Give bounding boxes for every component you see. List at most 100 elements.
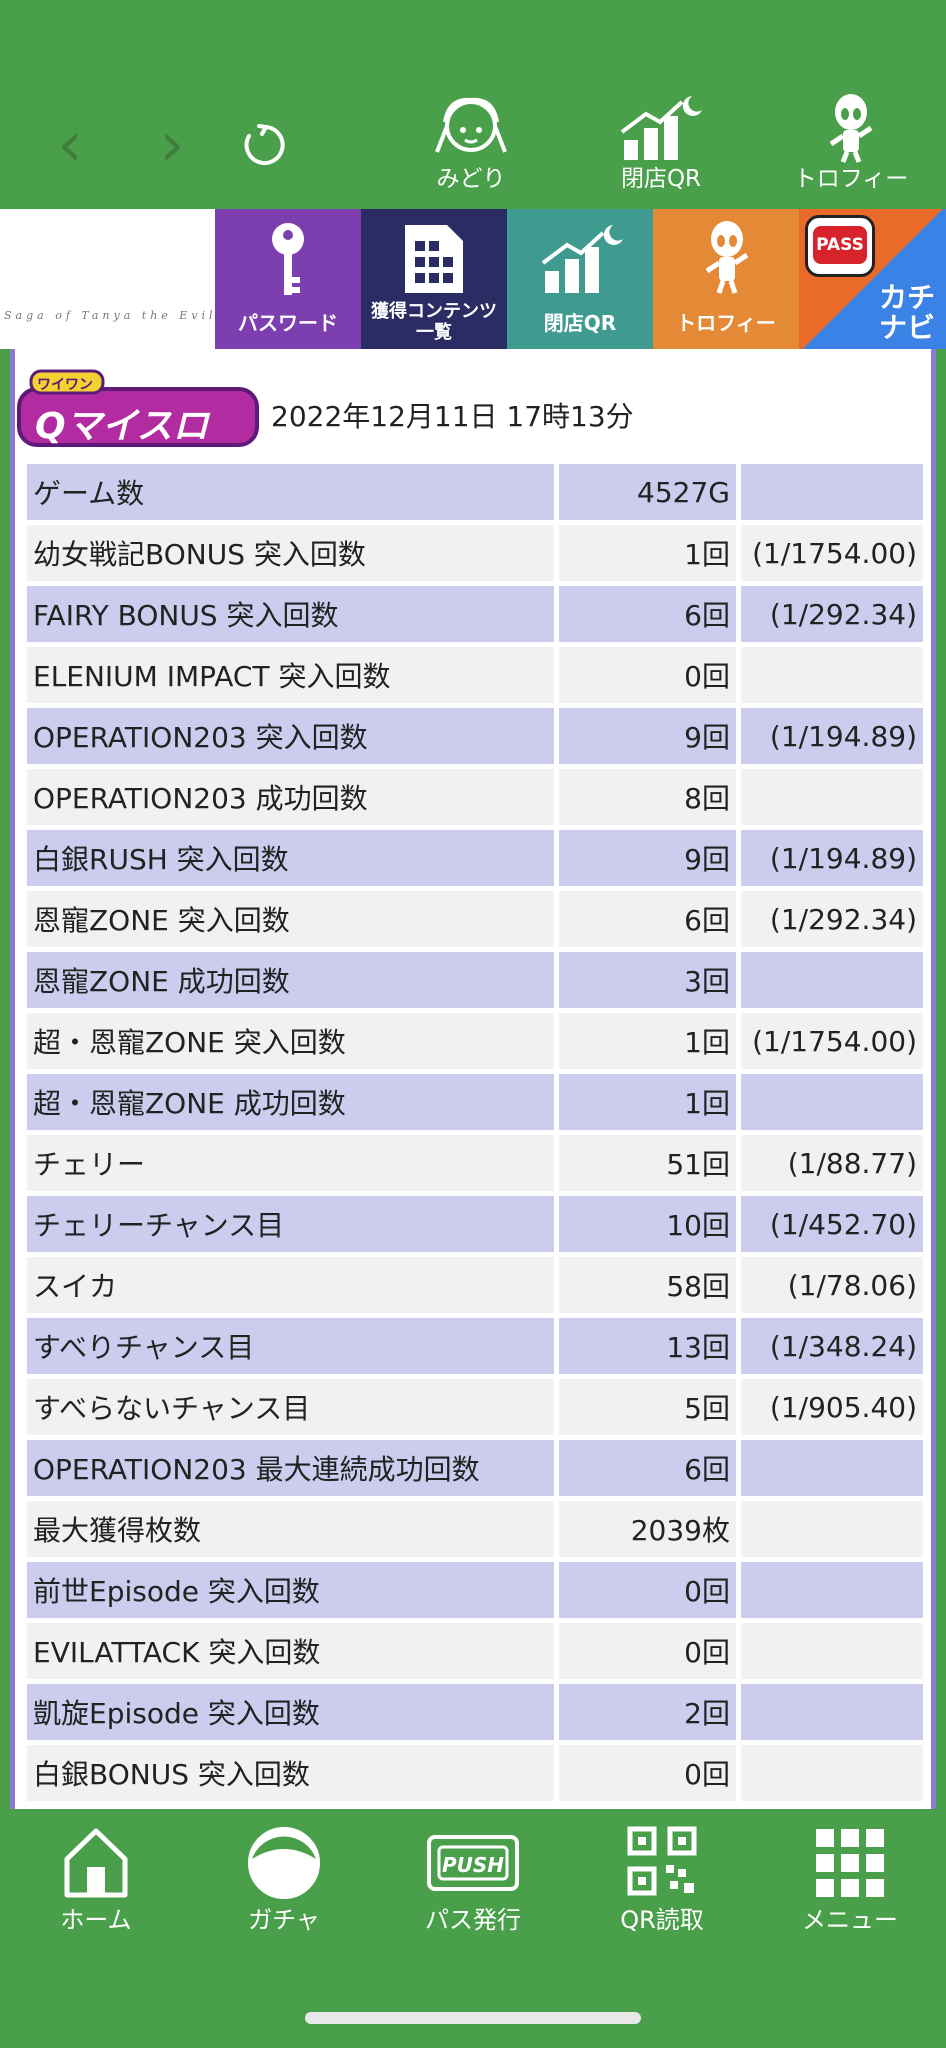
banner-kachinavi-label: カチナビ (878, 281, 935, 344)
table-row: 凱旋Episode 突入回数 2回 (27, 1684, 923, 1740)
datetime-text: 2022年12月11日 17時13分 (271, 400, 634, 433)
banner-closing-qr[interactable]: 閉店QR (507, 209, 653, 349)
stat-count: 1回 (559, 1013, 741, 1069)
stat-label: 恩寵ZONE 成功回数 (27, 952, 559, 1008)
stat-label: チェリーチャンス目 (27, 1196, 559, 1252)
stat-probability (741, 1623, 923, 1679)
forward-arrow-icon[interactable]: › (159, 108, 185, 182)
table-row: OPERATION203 成功回数 8回 (27, 769, 923, 825)
key-icon (272, 223, 304, 295)
nav-midori[interactable]: みどり (396, 92, 546, 202)
stat-count: 0回 (559, 1745, 741, 1801)
stat-probability: (1/1754.00) (741, 525, 923, 581)
stat-label: FAIRY BONUS 突入回数 (27, 586, 559, 642)
back-arrow-icon[interactable]: ‹ (57, 108, 83, 182)
stat-probability: (1/292.34) (741, 586, 923, 642)
stat-probability (741, 1074, 923, 1130)
alien-icon (776, 92, 926, 164)
banner-trophy-label: トロフィー (676, 311, 776, 335)
stat-label: スイカ (27, 1257, 559, 1313)
table-row: 恩寵ZONE 成功回数 3回 (27, 952, 923, 1008)
q-myslo-logo-text: Qマイスロ (35, 406, 209, 447)
nav-trophy-label: トロフィー (793, 166, 909, 192)
stat-count: 4527G (559, 464, 741, 520)
q-myslo-logo-top: ワイワン (37, 377, 93, 393)
table-row: チェリー 51回 (1/88.77) (27, 1135, 923, 1191)
table-row: 白銀RUSH 突入回数 9回 (1/194.89) (27, 830, 923, 886)
grid-icon (770, 1819, 930, 1905)
stat-probability (741, 1684, 923, 1740)
stat-probability: (1/348.24) (741, 1318, 923, 1374)
pass-badge-icon: PASS (805, 215, 875, 277)
stat-probability (741, 952, 923, 1008)
table-row: 最大獲得枚数 2039枚 (27, 1501, 923, 1557)
nav-closing-qr[interactable]: 閉店QR (586, 92, 736, 202)
q-myslo-logo: ワイワン Qマイスロ (17, 369, 262, 449)
table-row: 超・恩寵ZONE 成功回数 1回 (27, 1074, 923, 1130)
banner-contents-label: 獲得コンテンツ一覧 (371, 301, 497, 343)
game-logo[interactable]: 幼女戦記 Saga of Tanya the Evil (0, 209, 215, 349)
stat-probability (741, 1745, 923, 1801)
banner-kachinavi[interactable]: PASS カチナビ (799, 209, 946, 349)
stat-count: 8回 (559, 769, 741, 825)
table-row: 超・恩寵ZONE 突入回数 1回 (1/1754.00) (27, 1013, 923, 1069)
stat-probability: (1/292.34) (741, 891, 923, 947)
tab-pass[interactable]: PUSH パス発行 (393, 1819, 553, 1939)
stat-label: すべりチャンス目 (27, 1318, 559, 1374)
stat-label: 凱旋Episode 突入回数 (27, 1684, 559, 1740)
gacha-icon (204, 1819, 364, 1905)
alien-icon (705, 221, 749, 294)
stat-label: EVILATTACK 突入回数 (27, 1623, 559, 1679)
stat-probability: (1/1754.00) (741, 1013, 923, 1069)
table-row: FAIRY BONUS 突入回数 6回 (1/292.34) (27, 586, 923, 642)
game-logo-title: 幼女戦記 (4, 247, 201, 306)
stat-label: OPERATION203 突入回数 (27, 708, 559, 764)
stat-probability (741, 769, 923, 825)
banner-row: 幼女戦記 Saga of Tanya the Evil パスワード 獲得コンテン… (0, 209, 946, 349)
tab-home-label: ホーム (60, 1906, 132, 1934)
table-row: チェリーチャンス目 10回 (1/452.70) (27, 1196, 923, 1252)
home-indicator[interactable] (305, 2012, 641, 2024)
push-icon: PUSH (393, 1819, 553, 1905)
stat-count: 0回 (559, 1562, 741, 1618)
nav-closing-qr-label: 閉店QR (620, 166, 702, 192)
banner-trophy[interactable]: トロフィー (653, 209, 799, 349)
stat-count: 1回 (559, 1074, 741, 1130)
tab-menu[interactable]: メニュー (770, 1819, 930, 1939)
banner-closing-qr-label: 閉店QR (543, 311, 617, 335)
reload-icon[interactable] (210, 92, 320, 202)
stat-count: 10回 (559, 1196, 741, 1252)
tab-menu-label: メニュー (802, 1906, 898, 1934)
stat-label: OPERATION203 最大連続成功回数 (27, 1440, 559, 1496)
nav-trophy[interactable]: トロフィー (776, 92, 926, 202)
home-icon (16, 1819, 176, 1905)
stat-probability (741, 1501, 923, 1557)
banner-password[interactable]: パスワード (215, 209, 361, 349)
character-icon (396, 92, 546, 164)
stat-label: ELENIUM IMPACT 突入回数 (27, 647, 559, 703)
tab-home[interactable]: ホーム (16, 1819, 176, 1939)
table-row: 恩寵ZONE 突入回数 6回 (1/292.34) (27, 891, 923, 947)
stat-probability (741, 1440, 923, 1496)
stat-count: 3回 (559, 952, 741, 1008)
stat-label: ゲーム数 (27, 464, 559, 520)
stat-count: 58回 (559, 1257, 741, 1313)
nav-midori-label: みどり (436, 166, 506, 192)
stat-label: OPERATION203 成功回数 (27, 769, 559, 825)
stats-table: ゲーム数 4527G 幼女戦記BONUS 突入回数 1回 (1/1754.00) FAIR… (27, 459, 923, 1806)
table-row: すべらないチャンス目 5回 (1/905.40) (27, 1379, 923, 1435)
stat-label: チェリー (27, 1135, 559, 1191)
table-row: ELENIUM IMPACT 突入回数 0回 (27, 647, 923, 703)
banner-contents[interactable]: 獲得コンテンツ一覧 (361, 209, 507, 349)
table-row: EVILATTACK 突入回数 0回 (27, 1623, 923, 1679)
table-row: 白銀BONUS 突入回数 0回 (27, 1745, 923, 1801)
stat-probability: (1/905.40) (741, 1379, 923, 1435)
top-nav-bar: ‹ › みどり 閉店QR (0, 0, 946, 209)
stat-count: 13回 (559, 1318, 741, 1374)
tab-qr[interactable]: QR読取 (582, 1819, 742, 1939)
tab-gacha[interactable]: ガチャ (204, 1819, 364, 1939)
chart-moon-icon (541, 225, 623, 293)
stat-probability: (1/194.89) (741, 830, 923, 886)
stat-label: 白銀BONUS 突入回数 (27, 1745, 559, 1801)
stat-count: 5回 (559, 1379, 741, 1435)
